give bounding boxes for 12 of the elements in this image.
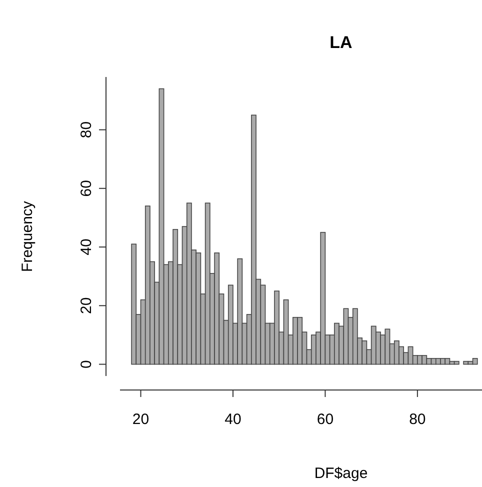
x-tick-label: 80 (409, 411, 426, 428)
y-tick-label: 20 (78, 297, 95, 314)
x-tick-label: 40 (224, 411, 242, 428)
y-tick-label: 0 (78, 360, 95, 368)
x-axis-title: DF$age (314, 465, 368, 482)
x-tick-label: 20 (132, 411, 150, 428)
y-tick-label: 40 (78, 238, 95, 256)
chart-title: LA (330, 33, 352, 52)
y-tick-label: 80 (78, 121, 95, 138)
y-axis-title: Frequency (19, 200, 36, 272)
x-tick-label: 60 (316, 411, 334, 428)
y-tick-label: 60 (78, 180, 95, 197)
